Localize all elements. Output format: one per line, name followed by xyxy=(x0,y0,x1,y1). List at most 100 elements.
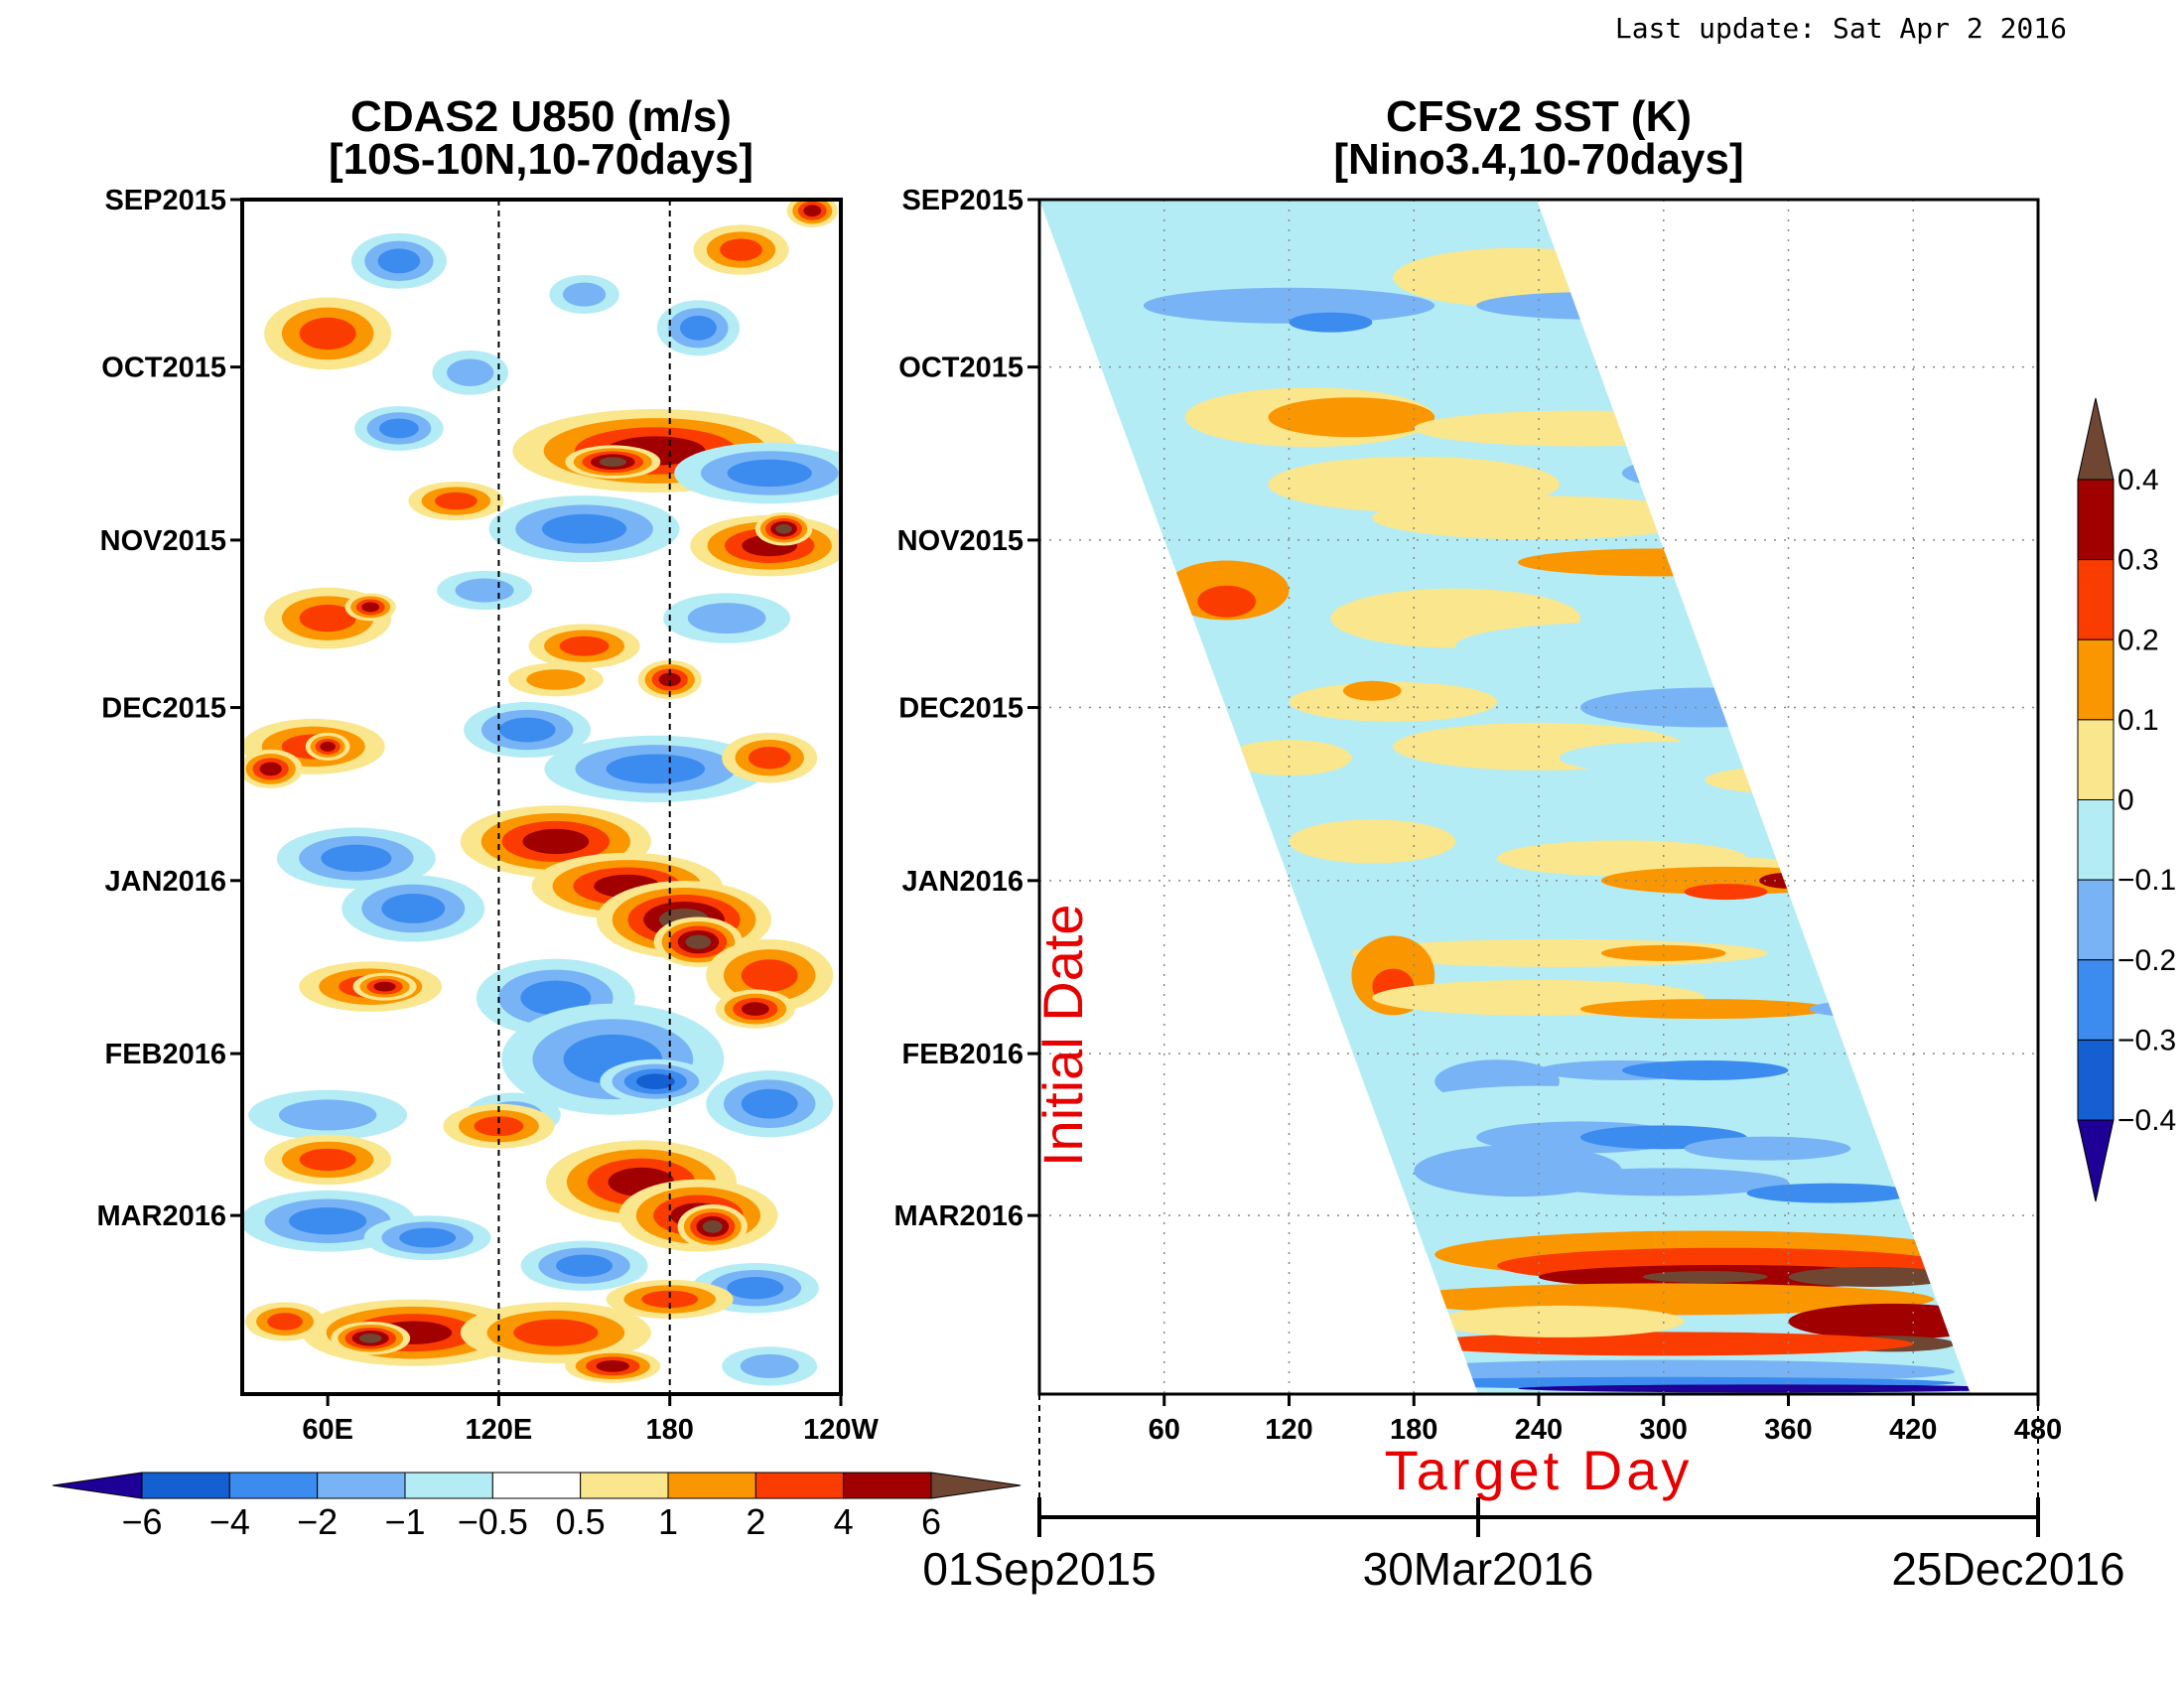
colorbar-swatch xyxy=(2077,799,2115,881)
left-field-contour xyxy=(267,1313,303,1331)
left-field-contour xyxy=(803,205,822,217)
right-field-contour xyxy=(1684,1136,1851,1161)
left-field-contour xyxy=(727,1276,784,1300)
right-y-axis: SEP2015 OCT2015 NOV2015 DEC2015 JAN2016 FEB20… xyxy=(893,185,1039,1232)
left-field-contour xyxy=(526,669,586,690)
left-field-contour xyxy=(562,282,607,307)
left-x-axis: 60E 120E 180 120W xyxy=(302,1394,880,1446)
left-plot-frame xyxy=(240,198,843,1396)
left-field-contour xyxy=(720,238,762,261)
right-field-contour xyxy=(1414,1332,1914,1356)
right-colorbar-label: 0.1 xyxy=(2117,704,2159,737)
right-field-contour xyxy=(1197,585,1256,618)
left-field-contour xyxy=(513,1319,599,1346)
left-field-contour xyxy=(259,762,282,776)
right-field-contour xyxy=(1268,397,1435,438)
right-x-tick-label: 300 xyxy=(1640,1414,1688,1446)
left-heatmap-field xyxy=(242,200,841,1386)
colorbar-under-arrow xyxy=(2077,1119,2115,1202)
left-colorbar-label: −0.5 xyxy=(458,1501,528,1542)
left-y-tick-label: SEP2015 xyxy=(104,185,226,216)
right-field-contour xyxy=(1539,1168,1789,1196)
left-field-contour xyxy=(522,828,590,855)
right-field-contour xyxy=(1289,819,1456,864)
right-x-tick-label: 120 xyxy=(1265,1414,1312,1446)
left-field-contour xyxy=(474,1116,524,1137)
left-y-tick-label: FEB2016 xyxy=(104,1039,226,1070)
left-field-contour xyxy=(498,717,556,743)
left-field-contour xyxy=(635,1073,675,1089)
right-field-contour xyxy=(1289,312,1373,333)
left-field-contour xyxy=(556,1254,614,1277)
left-y-tick-label: DEC2015 xyxy=(101,693,226,725)
right-field-contour xyxy=(1289,681,1498,722)
right-colorbar-label: −0.1 xyxy=(2117,864,2176,897)
left-field-contour xyxy=(278,1099,377,1131)
colorbar-swatch xyxy=(141,1472,230,1499)
left-field-contour xyxy=(435,492,478,510)
right-field-contour xyxy=(1518,1384,1971,1393)
colorbar-swatch xyxy=(2077,719,2115,800)
left-y-tick-label: OCT2015 xyxy=(101,352,226,384)
left-field-contour xyxy=(596,1360,629,1372)
colorbar-swatch xyxy=(580,1472,669,1499)
left-field-contour xyxy=(741,1002,769,1016)
left-x-tick-label: 120E xyxy=(466,1414,533,1446)
left-field-contour xyxy=(541,513,627,544)
left-x-tick-label: 60E xyxy=(302,1414,353,1446)
colorbar-swatch xyxy=(2077,1039,2115,1121)
left-colorbar-label: −4 xyxy=(209,1501,250,1542)
calendar-date-axis: 01Sep2015 30Mar2016 25Dec2016 xyxy=(922,1394,2125,1595)
left-chart-subtitle: [10S-10N,10-70days] xyxy=(329,135,753,184)
left-y-tick-label: MAR2016 xyxy=(96,1200,226,1232)
left-field-contour xyxy=(455,578,514,603)
left-chart-title: CDAS2 U850 (m/s) xyxy=(350,92,732,141)
right-x-tick-label: 420 xyxy=(1889,1414,1937,1446)
right-field-contour xyxy=(1746,1183,1914,1203)
left-field-contour xyxy=(727,459,812,488)
colorbar-swatch xyxy=(2077,559,2115,640)
right-field-contour xyxy=(1434,1305,1685,1337)
right-chart-subtitle: [Nino3.4,10-70days] xyxy=(1333,135,1743,184)
right-field-contour xyxy=(1600,944,1726,961)
colorbar-swatch xyxy=(2077,879,2115,961)
right-field-contour xyxy=(1455,1203,1706,1228)
left-y-tick-label: NOV2015 xyxy=(100,525,226,557)
left-x-tick-label: 120W xyxy=(803,1414,879,1446)
date-axis-label: 30Mar2016 xyxy=(1363,1543,1594,1595)
right-y-tick-label: DEC2015 xyxy=(898,693,1024,725)
right-x-tick-label: 360 xyxy=(1764,1414,1812,1446)
right-colorbar-label: −0.4 xyxy=(2117,1104,2176,1137)
colorbar-swatch xyxy=(228,1472,319,1499)
left-chart: CDAS2 U850 (m/s) [10S-10N,10-70days] SEP… xyxy=(52,92,1022,1542)
colorbar-swatch xyxy=(754,1472,845,1499)
date-axis-label: 25Dec2016 xyxy=(1891,1543,2124,1595)
left-field-contour xyxy=(740,1353,799,1378)
left-field-contour xyxy=(320,742,336,752)
left-colorbar-label: −1 xyxy=(384,1501,425,1542)
colorbar-swatch xyxy=(2077,638,2115,721)
left-colorbar: −6 −4 −2 −1 −0.5 0.5 1 2 4 6 xyxy=(52,1472,1022,1542)
left-field-contour xyxy=(399,1227,457,1248)
right-y-tick-label: FEB2016 xyxy=(901,1039,1024,1070)
left-field-contour xyxy=(299,317,356,351)
right-colorbar: 0.4 0.3 0.2 0.1 0 −0.1 −0.2 −0.3 −0.4 xyxy=(2077,397,2176,1202)
right-x-axis: 60 120 180 240 300 360 420 480 xyxy=(1149,1394,2062,1446)
colorbar-swatch xyxy=(491,1472,582,1499)
right-y-tick-label: NOV2015 xyxy=(897,525,1024,557)
left-colorbar-label: −6 xyxy=(121,1501,162,1542)
right-field-contour xyxy=(1788,1266,1956,1287)
left-field-contour xyxy=(358,1333,382,1343)
left-field-contour xyxy=(741,959,798,992)
left-field-contour xyxy=(520,980,592,1016)
right-colorbar-label: −0.2 xyxy=(2117,944,2176,977)
colorbar-swatch xyxy=(2077,959,2115,1041)
left-field-contour xyxy=(447,358,494,387)
left-field-contour xyxy=(685,934,712,949)
left-colorbar-label: 6 xyxy=(921,1501,941,1542)
colorbar-swatch xyxy=(843,1472,932,1499)
right-x-tick-label: 60 xyxy=(1149,1414,1180,1446)
left-field-contour xyxy=(702,1219,723,1233)
left-field-contour xyxy=(687,603,766,634)
